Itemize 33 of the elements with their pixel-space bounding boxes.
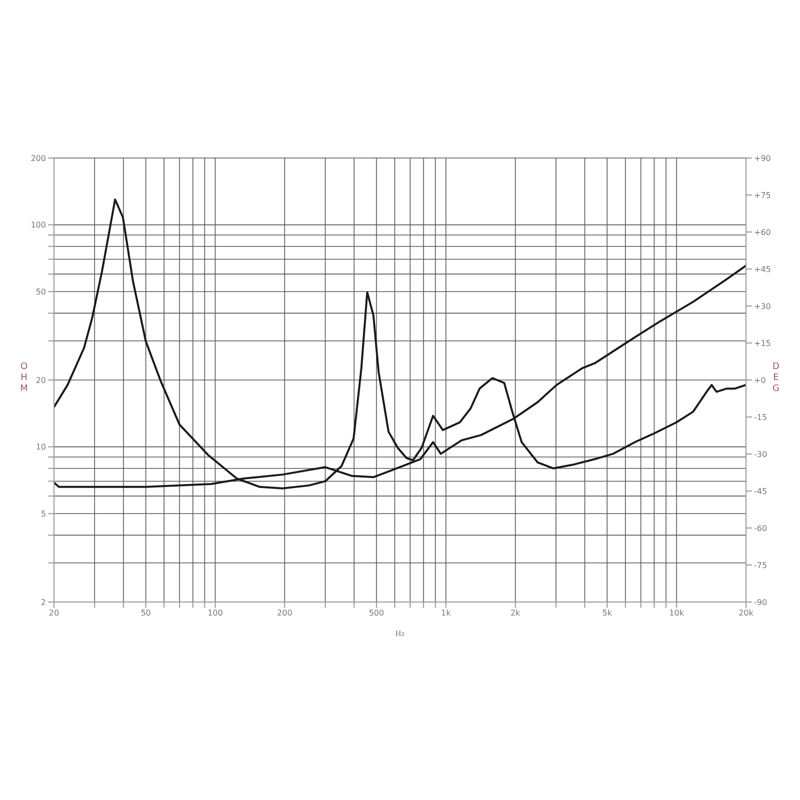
x-tick-label: 100 [208,608,223,618]
x-tick-label: 50 [140,608,151,618]
y-tick-label: 50 [36,287,46,296]
x-tick-label: 20k [738,608,754,618]
y2-tick-label: +15 [754,338,771,348]
x-tick-label: 2k [510,608,521,618]
y2-tick-label: +45 [754,264,771,274]
y2-axis-title: DEG [772,362,780,394]
y2-tick-label: +75 [754,190,771,200]
y-tick-label: 2 [40,598,46,607]
y-axis-title: OHM [20,362,28,394]
y2-tick-label: +60 [754,228,771,237]
y2-tick-label: +90 [754,154,771,163]
x-tick-label: 1k [441,608,452,618]
y2-tick-label: +30 [754,302,771,311]
x-tick-label: 10k [669,608,684,618]
y-tick-label: 10 [36,442,46,452]
y2-tick-label: -30 [754,450,768,459]
y2-tick-label: -15 [754,412,768,422]
y2-tick-label: -75 [754,560,768,570]
y-tick-label: 100 [30,220,46,230]
x-tick-label: 20 [48,608,60,618]
y-tick-label: 5 [40,509,46,518]
y-tick-label: 20 [36,376,46,385]
y2-tick-label: -60 [754,524,768,533]
y2-tick-label: -45 [754,486,768,496]
y-tick-label: 200 [30,154,46,163]
x-tick-label: 500 [368,608,384,618]
y2-tick-label: +0 [754,376,766,385]
y2-tick-label: -90 [754,598,768,607]
x-tick-label: 200 [277,608,292,618]
x-tick-label: 5k [602,608,612,618]
x-axis-title: Hz [395,629,406,638]
